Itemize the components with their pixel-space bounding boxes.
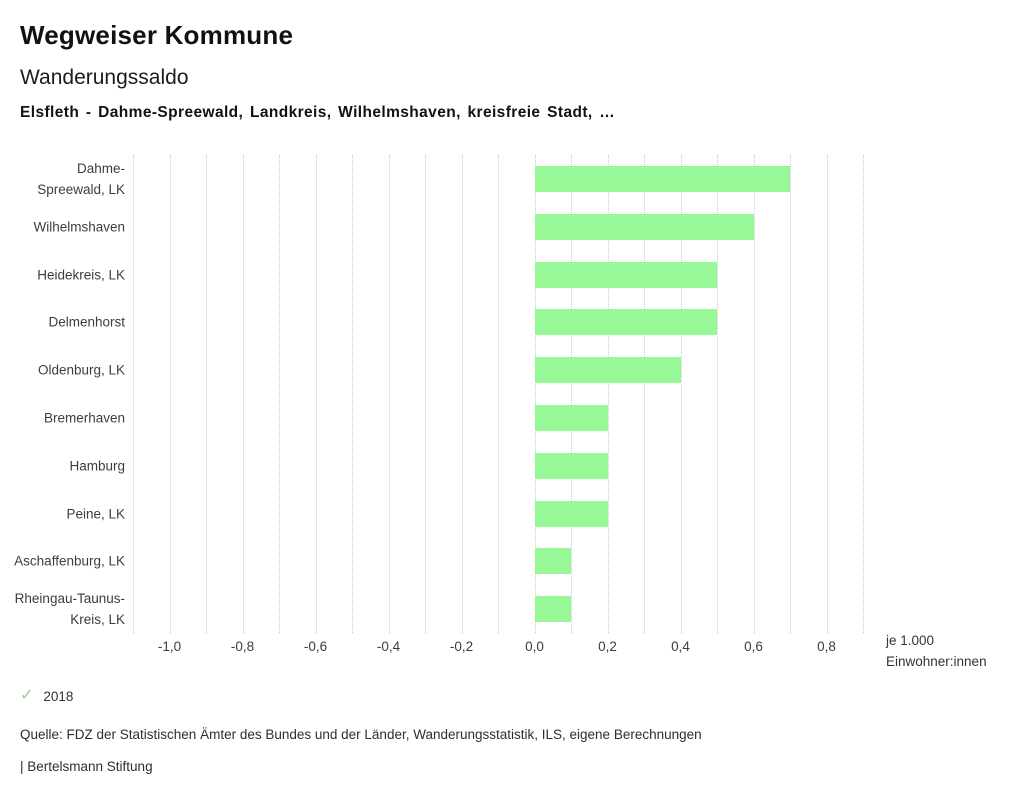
check-icon: ✓ xyxy=(20,687,34,704)
bar xyxy=(534,500,608,527)
chart-title: Wanderungssaldo xyxy=(20,66,189,89)
gridline xyxy=(644,155,645,633)
gridline xyxy=(133,155,134,633)
unit-line-2: Einwohner:innen xyxy=(886,654,987,669)
plot-area xyxy=(133,155,864,633)
gridline xyxy=(352,155,353,633)
branding-note: | Bertelsmann Stiftung xyxy=(20,759,153,774)
x-tick-label: 0,8 xyxy=(817,639,836,654)
gridline xyxy=(461,155,463,633)
x-axis-unit-label: je 1.000 Einwohner:innen xyxy=(886,630,987,672)
gridline xyxy=(388,155,390,633)
bar xyxy=(534,452,608,479)
x-axis: -1,0 -0,8 -0,6 -0,4 -0,2 0,0 0,2 0,4 0,6 0,8 xyxy=(133,639,863,657)
x-tick-label: 0,2 xyxy=(598,639,617,654)
page-title: Wegweiser Kommune xyxy=(20,20,294,50)
bar xyxy=(534,261,717,288)
bar xyxy=(534,404,608,431)
category-label: Rheingau-Taunus-Kreis, LK xyxy=(14,591,125,628)
gridline xyxy=(607,155,609,633)
x-tick-label: -0,8 xyxy=(230,639,255,654)
gridline xyxy=(826,155,828,633)
category-label: Peine, LK xyxy=(66,506,125,521)
x-tick-label: 0,6 xyxy=(744,639,763,654)
category-axis: Dahme-Spreewald, LK Wilhelmshaven Heidekre… xyxy=(10,155,125,633)
gridline xyxy=(242,155,244,633)
legend: ✓ 2018 xyxy=(20,688,73,704)
bar xyxy=(534,309,717,336)
category-label: Dahme-Spreewald, LK xyxy=(37,160,125,197)
bar xyxy=(534,213,754,240)
gridline xyxy=(498,155,499,633)
gridline xyxy=(753,155,755,633)
gridline xyxy=(571,155,572,633)
category-label: Hamburg xyxy=(69,458,125,474)
x-tick-label: -0,4 xyxy=(376,639,401,654)
bar xyxy=(534,548,571,575)
category-label: Aschaffenburg, LK xyxy=(14,553,125,569)
gridline xyxy=(717,155,718,633)
source-note: Quelle: FDZ der Statistischen Ämter des … xyxy=(20,727,702,742)
gridline xyxy=(206,155,207,633)
category-label: Heidekreis, LK xyxy=(37,267,125,282)
category-label: Oldenburg, LK xyxy=(37,362,125,378)
category-label: Wilhelmshaven xyxy=(33,219,125,235)
unit-line-1: je 1.000 xyxy=(886,633,935,648)
gridline xyxy=(169,155,171,633)
x-tick-label: 0,4 xyxy=(671,639,690,654)
x-tick-label: -0,6 xyxy=(303,639,328,654)
legend-year-label: 2018 xyxy=(43,688,74,704)
bar xyxy=(534,165,790,192)
gridline xyxy=(790,155,791,633)
category-label: Bremerhaven xyxy=(43,410,125,426)
bar xyxy=(534,357,681,384)
x-tick-label: -0,2 xyxy=(449,639,474,654)
gridline xyxy=(279,155,280,633)
gridline xyxy=(680,155,682,633)
chart-description: Elsfleth - Dahme-Spreewald, Landkreis, W… xyxy=(20,104,616,121)
gridline xyxy=(315,155,317,633)
x-tick-label: -1,0 xyxy=(157,639,182,654)
x-tick-label: 0,0 xyxy=(525,639,544,654)
bar xyxy=(534,596,571,623)
category-label: Delmenhorst xyxy=(48,314,125,330)
gridline xyxy=(534,155,536,633)
gridline xyxy=(863,155,864,633)
gridline xyxy=(425,155,426,633)
